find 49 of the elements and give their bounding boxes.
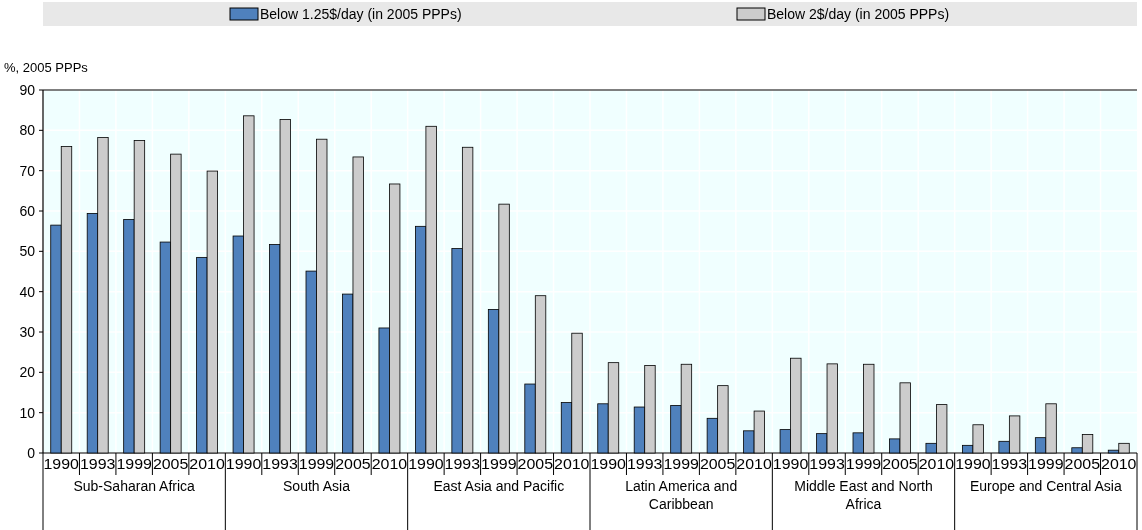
y-tick-label: 30 bbox=[19, 323, 36, 340]
x-tick-label: 1990 bbox=[955, 456, 991, 472]
x-tick-label: 2010 bbox=[1101, 456, 1137, 472]
x-tick-label: 1990 bbox=[772, 456, 809, 472]
x-tick-label: 1990 bbox=[225, 456, 262, 472]
legend-label: Below 2$/day (in 2005 PPPs) bbox=[767, 6, 950, 22]
x-tick-label: 2005 bbox=[335, 456, 371, 472]
y-tick-label: 20 bbox=[19, 364, 36, 381]
x-tick-label: 1993 bbox=[809, 456, 845, 472]
y-tick-label: 90 bbox=[19, 81, 36, 98]
x-tick-label: 1999 bbox=[116, 456, 153, 472]
x-tick-label: 1993 bbox=[79, 456, 116, 472]
x-tick-label: 1999 bbox=[845, 456, 882, 472]
x-tick-label: 1999 bbox=[1028, 456, 1064, 472]
y-tick-label: 10 bbox=[19, 404, 36, 421]
text: Latin America and Caribbean bbox=[625, 478, 738, 512]
y-tick-label: 80 bbox=[19, 122, 36, 139]
y-tick-label: 60 bbox=[19, 202, 36, 219]
x-tick-label: 1990 bbox=[590, 456, 627, 472]
y-axis-title: %, 2005 PPPs bbox=[4, 60, 89, 75]
y-tick-label: 50 bbox=[19, 243, 36, 260]
text: Sub-Saharan Africa bbox=[73, 478, 196, 494]
x-tick-label: 1993 bbox=[991, 456, 1028, 472]
x-tick-label: 2005 bbox=[1064, 456, 1101, 472]
x-tick-label: 2005 bbox=[152, 456, 189, 472]
x-tick-label: 2005 bbox=[517, 456, 554, 472]
text: Europe and Central Asia bbox=[969, 478, 1122, 494]
x-tick-label: 1999 bbox=[663, 456, 700, 472]
x-tick-label: 2010 bbox=[371, 456, 408, 472]
x-tick-label: 1993 bbox=[444, 456, 481, 472]
x-tick-label: 1999 bbox=[481, 456, 517, 472]
x-tick-label: 2010 bbox=[736, 456, 773, 472]
text: Middle East and North Africa bbox=[794, 478, 933, 512]
text: South Asia bbox=[283, 478, 351, 494]
x-tick-label: 2010 bbox=[918, 456, 955, 472]
y-tick-label: 40 bbox=[19, 283, 36, 300]
x-tick-label: 2010 bbox=[554, 456, 590, 472]
x-tick-label: 2010 bbox=[189, 456, 226, 472]
x-tick-label: 2005 bbox=[699, 456, 736, 472]
x-tick-label: 1990 bbox=[408, 456, 444, 472]
x-tick-label: 1999 bbox=[298, 456, 335, 472]
y-tick-label: 0 bbox=[27, 444, 36, 461]
x-tick-label: 1993 bbox=[626, 456, 663, 472]
y-tick-label: 70 bbox=[19, 162, 36, 179]
text: East Asia and Pacific bbox=[433, 478, 565, 494]
x-tick-label: 1993 bbox=[262, 456, 298, 472]
x-tick-label: 2005 bbox=[882, 456, 918, 472]
x-tick-label: 1990 bbox=[43, 456, 80, 472]
legend-label: Below 1.25$/day (in 2005 PPPs) bbox=[260, 6, 462, 22]
